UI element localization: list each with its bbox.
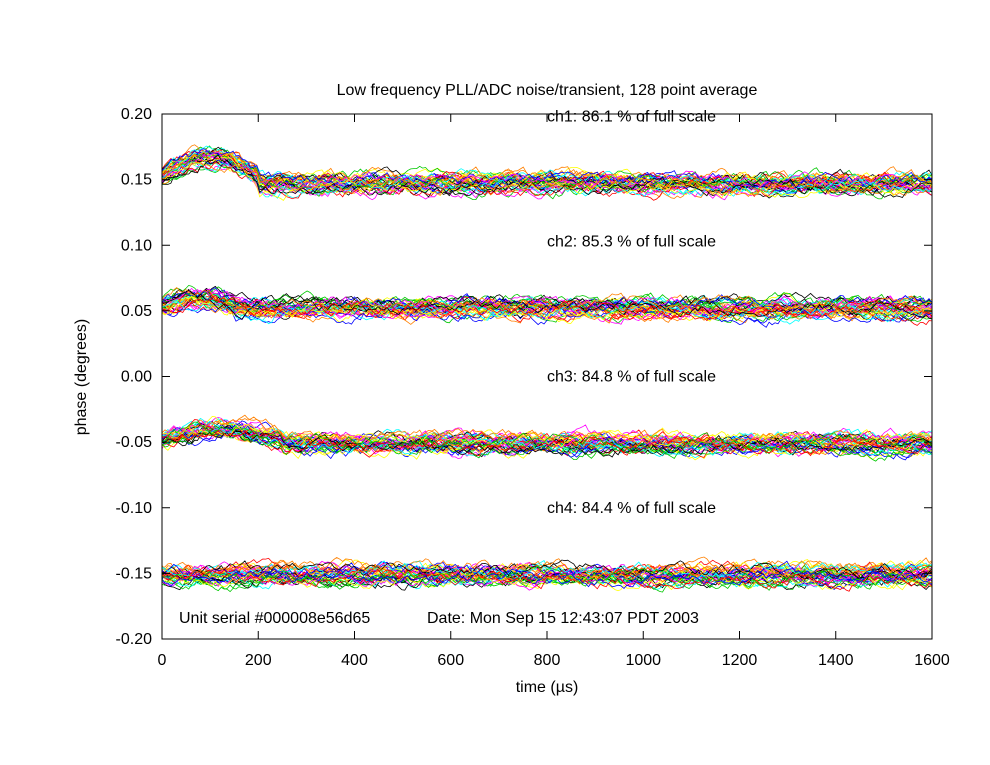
y-axis-title: phase (degrees) (73, 319, 90, 436)
trace-ch4 (161, 559, 933, 581)
y-tick-label: 0.00 (121, 369, 152, 386)
trace-ch3 (161, 421, 933, 454)
x-tick-label: 1400 (818, 652, 854, 669)
trace-ch2 (161, 291, 933, 320)
trace-ch4 (161, 569, 933, 590)
y-tick-label: -0.05 (116, 434, 153, 451)
x-axis-title: time (µs) (516, 679, 579, 696)
channel-label-ch4: ch4: 84.4 % of full scale (547, 500, 716, 517)
channel-label-group: ch1: 86.1 % of full scale ch2: 85.3 % of … (547, 109, 716, 517)
trace-ch2 (161, 287, 933, 315)
y-tick-label: 0.10 (121, 237, 152, 254)
trace-ch1 (161, 162, 933, 197)
plot-frame (161, 113, 933, 640)
trace-ch3 (162, 428, 933, 455)
trace-ch2 (161, 290, 933, 320)
y-tick-label: 0.15 (121, 172, 152, 189)
trace-ch3 (161, 424, 933, 451)
date-annotation: Date: Mon Sep 15 12:43:07 PDT 2003 (427, 610, 699, 627)
trace-ch1 (161, 160, 933, 198)
trace-ch2 (161, 304, 933, 326)
channel-label-ch1: ch1: 86.1 % of full scale (547, 109, 716, 126)
trace-group (161, 144, 933, 593)
x-tick-label: 400 (341, 652, 368, 669)
x-tick-label: 0 (158, 652, 167, 669)
trace-ch1 (161, 148, 933, 190)
y-tick-label: -0.15 (116, 565, 153, 582)
x-tick-label: 600 (437, 652, 464, 669)
trace-ch3 (161, 429, 933, 456)
trace-ch3 (161, 428, 933, 458)
y-tick-label: 0.05 (121, 303, 152, 320)
trace-ch1 (161, 157, 933, 201)
trace-ch1 (161, 150, 933, 187)
chart-title: Low frequency PLL/ADC noise/transient, 1… (337, 82, 758, 99)
x-tick-label: 800 (534, 652, 561, 669)
trace-ch3 (161, 423, 933, 449)
x-tick-label: 1200 (722, 652, 758, 669)
trace-ch3 (161, 422, 933, 450)
trace-ch4 (161, 569, 933, 592)
x-tick-label: 1000 (625, 652, 661, 669)
serial-annotation: Unit serial #000008e56d65 (179, 610, 370, 627)
trace-ch4 (161, 557, 933, 579)
trace-ch4 (161, 560, 933, 585)
y-tick-label: 0.20 (121, 106, 152, 123)
trace-ch3 (161, 427, 933, 458)
x-tick-label: 200 (245, 652, 272, 669)
trace-ch4 (161, 565, 933, 587)
trace-ch1 (161, 150, 933, 195)
channel-label-ch3: ch3: 84.8 % of full scale (547, 369, 716, 386)
trace-ch1 (161, 154, 933, 198)
trace-ch1 (161, 151, 933, 193)
y-tick-label: -0.10 (116, 500, 153, 517)
tick-group: 0 200 400 600 800 1000 1200 1400 1600 0.20 0.15 0.1… (116, 106, 950, 669)
channel-label-ch2: ch2: 85.3 % of full scale (547, 233, 716, 250)
y-tick-label: -0.20 (116, 631, 153, 648)
trace-ch3 (161, 416, 933, 449)
trace-ch4 (161, 567, 933, 589)
x-tick-label: 1600 (914, 652, 950, 669)
trace-ch2 (161, 294, 933, 322)
